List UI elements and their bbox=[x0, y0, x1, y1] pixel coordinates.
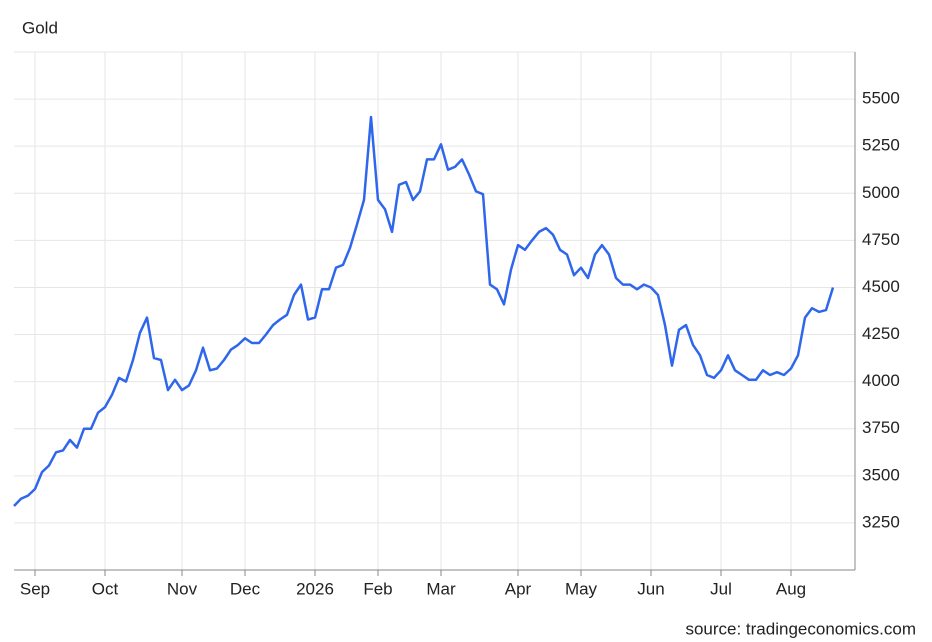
price-line bbox=[13, 115, 835, 507]
x-tick-label: Oct bbox=[92, 579, 119, 598]
x-tick-label: Jun bbox=[637, 579, 664, 598]
x-tick-label: Dec bbox=[230, 579, 261, 598]
y-tick-label: 5250 bbox=[862, 136, 900, 155]
x-tick-label: Apr bbox=[505, 579, 532, 598]
x-tick-label: Sep bbox=[20, 579, 50, 598]
y-tick-label: 4750 bbox=[862, 230, 900, 249]
x-tick-label: 2026 bbox=[296, 579, 334, 598]
y-tick-label: 5500 bbox=[862, 89, 900, 108]
x-tick-label: May bbox=[565, 579, 598, 598]
y-tick-label: 3750 bbox=[862, 418, 900, 437]
x-tick-label: Aug bbox=[776, 579, 806, 598]
y-tick-label: 5000 bbox=[862, 183, 900, 202]
y-tick-label: 4500 bbox=[862, 277, 900, 296]
y-tick-label: 4000 bbox=[862, 371, 900, 390]
chart-title: Gold bbox=[22, 18, 58, 37]
source-note: source: tradingeconomics.com bbox=[685, 619, 916, 638]
x-tick-label: Feb bbox=[363, 579, 392, 598]
y-tick-label: 3500 bbox=[862, 465, 900, 484]
y-tick-label: 4250 bbox=[862, 324, 900, 343]
x-tick-label: Nov bbox=[167, 579, 198, 598]
x-tick-label: Mar bbox=[426, 579, 456, 598]
x-tick-label: Jul bbox=[710, 579, 732, 598]
y-tick-label: 3250 bbox=[862, 512, 900, 531]
